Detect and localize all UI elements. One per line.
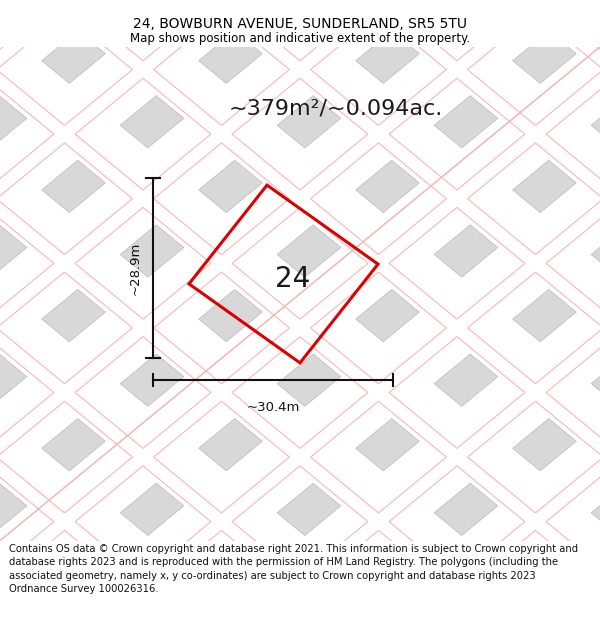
- Polygon shape: [277, 96, 341, 148]
- Polygon shape: [0, 612, 27, 625]
- Polygon shape: [512, 548, 576, 600]
- Polygon shape: [42, 289, 106, 342]
- Polygon shape: [434, 225, 498, 277]
- Text: Contains OS data © Crown copyright and database right 2021. This information is : Contains OS data © Crown copyright and d…: [9, 544, 578, 594]
- Polygon shape: [0, 96, 27, 148]
- Text: ~30.4m: ~30.4m: [247, 401, 299, 414]
- Text: 24: 24: [275, 265, 310, 293]
- Polygon shape: [591, 483, 600, 536]
- Polygon shape: [120, 225, 184, 277]
- Polygon shape: [434, 612, 498, 625]
- Polygon shape: [434, 0, 498, 19]
- Polygon shape: [512, 289, 576, 342]
- Polygon shape: [356, 31, 419, 83]
- Polygon shape: [199, 289, 262, 342]
- Polygon shape: [120, 354, 184, 406]
- Polygon shape: [42, 419, 106, 471]
- Polygon shape: [120, 612, 184, 625]
- Polygon shape: [356, 160, 419, 212]
- Polygon shape: [0, 483, 27, 536]
- Polygon shape: [512, 160, 576, 212]
- Polygon shape: [277, 612, 341, 625]
- Text: ~28.9m: ~28.9m: [128, 241, 142, 294]
- Polygon shape: [591, 612, 600, 625]
- Polygon shape: [42, 31, 106, 83]
- Polygon shape: [277, 354, 341, 406]
- Polygon shape: [591, 354, 600, 406]
- Polygon shape: [0, 225, 27, 277]
- Polygon shape: [512, 419, 576, 471]
- Polygon shape: [199, 31, 262, 83]
- Polygon shape: [120, 96, 184, 148]
- Polygon shape: [356, 289, 419, 342]
- Polygon shape: [42, 548, 106, 600]
- Polygon shape: [120, 0, 184, 19]
- Polygon shape: [512, 31, 576, 83]
- Polygon shape: [199, 160, 262, 212]
- Polygon shape: [434, 354, 498, 406]
- Text: ~379m²/~0.094ac.: ~379m²/~0.094ac.: [229, 99, 443, 119]
- Polygon shape: [199, 548, 262, 600]
- Text: 24, BOWBURN AVENUE, SUNDERLAND, SR5 5TU: 24, BOWBURN AVENUE, SUNDERLAND, SR5 5TU: [133, 17, 467, 31]
- Polygon shape: [0, 354, 27, 406]
- Polygon shape: [277, 225, 341, 277]
- Polygon shape: [591, 225, 600, 277]
- Polygon shape: [0, 0, 27, 19]
- Polygon shape: [277, 483, 341, 536]
- Polygon shape: [356, 419, 419, 471]
- Polygon shape: [42, 160, 106, 212]
- Polygon shape: [591, 0, 600, 19]
- Polygon shape: [199, 419, 262, 471]
- Text: Map shows position and indicative extent of the property.: Map shows position and indicative extent…: [130, 32, 470, 45]
- Polygon shape: [434, 483, 498, 536]
- Polygon shape: [591, 96, 600, 148]
- Polygon shape: [434, 96, 498, 148]
- Polygon shape: [356, 548, 419, 600]
- Polygon shape: [120, 483, 184, 536]
- Polygon shape: [277, 0, 341, 19]
